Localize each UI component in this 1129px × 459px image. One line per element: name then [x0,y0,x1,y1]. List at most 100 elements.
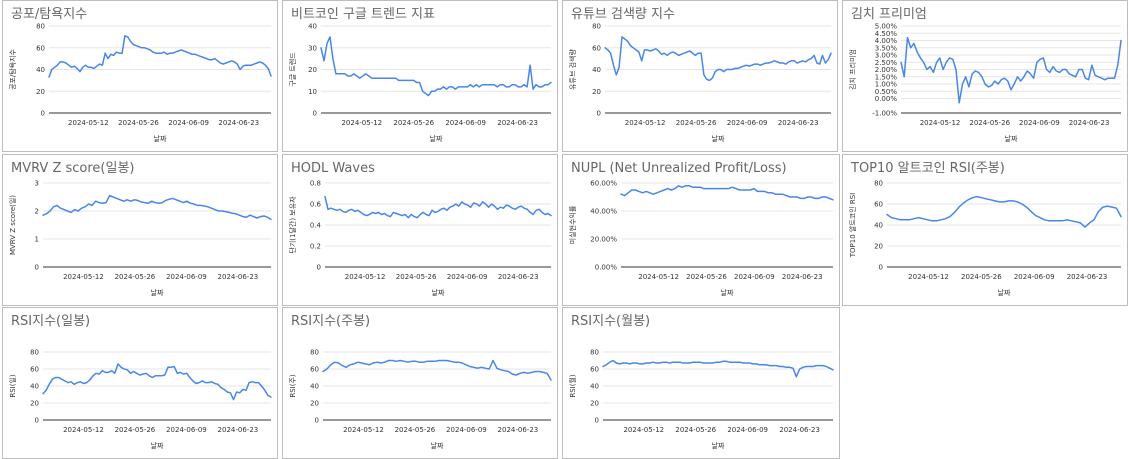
y-axis-label: 구글 트렌드 [288,52,297,87]
y-tick-label: 60 [36,44,45,52]
x-tick-label: 2024-06-23 [498,426,539,434]
x-tick-label: 2024-06-09 [168,119,209,127]
x-axis-label: 날짜 [998,288,1011,297]
chart-panel: MVRV Z score(일봉) 0 1 2 3 2024-05-12 2024-05-26… [2,154,278,306]
chart-panel: 비트코인 구글 트렌드 지표 0 10 20 30 40 2024-05-12 2024-05… [282,0,558,152]
x-tick-label: 2024-06-09 [447,273,488,281]
series-line [604,36,832,82]
chart-title: 공포/탐욕지수 [11,7,87,22]
y-axis-label: 미실현수익률 [568,205,577,244]
x-tick-label: 2024-06-23 [218,273,259,281]
chart-title: RSI지수(주봉) [291,314,370,329]
chart-panel: 공포/탐욕지수 0 20 40 60 80 2024-05-12 2024-05-26 2024… [2,0,278,152]
y-tick-label: 1.00% [875,81,898,89]
y-tick-label: 60 [310,366,319,374]
y-tick-label: 80 [590,349,599,357]
y-axis-label: 유튜브 검색량 [568,49,577,90]
chart-panel: 김치 프리미엄 -1.00% 0.00% 0.50% 1.00% 1.50% 2.00% 2.… [842,0,1128,152]
y-axis-label: RSI(일) [8,374,17,398]
y-tick-label: 60.00% [590,180,617,188]
y-axis-label: 단기(1달간) 보유자 [288,196,297,254]
y-tick-label: 40 [308,23,317,31]
y-tick-label: 30 [308,44,317,52]
y-tick-label: -1.00% [872,110,897,118]
y-tick-label: 20 [310,400,319,408]
x-tick-label: 2024-06-23 [1067,273,1108,281]
y-tick-label: 40 [36,66,45,74]
x-tick-label: 2024-06-23 [218,119,259,127]
line-chart: RSI지수(일봉) 0 20 40 60 80 2024-05-12 2024-05-26 20… [8,314,272,450]
chart-title: MVRV Z score(일봉) [11,161,135,176]
y-tick-label: 0 [313,110,317,118]
y-tick-label: 20 [30,400,39,408]
x-tick-label: 2024-05-12 [341,119,382,127]
y-tick-label: 40 [592,66,601,74]
x-tick-label: 2024-05-26 [675,426,716,434]
x-tick-label: 2024-06-23 [782,273,823,281]
x-tick-label: 2024-06-23 [497,119,538,127]
chart-title: TOP10 알트코인 RSI(주봉) [850,161,1005,176]
y-tick-label: 40 [310,383,319,391]
y-tick-label: 1 [35,236,39,244]
y-tick-label: 0 [597,110,601,118]
series-line [320,36,552,97]
chart-title: NUPL (Net Unrealized Profit/Loss) [571,161,787,176]
chart-title: 유튜브 검색량 지수 [571,7,675,22]
y-tick-label: 0 [595,417,599,425]
x-tick-label: 2024-06-23 [1069,119,1110,127]
line-chart: MVRV Z score(일봉) 0 1 2 3 2024-05-12 2024-05-26… [8,161,272,297]
line-chart: 공포/탐욕지수 0 20 40 60 80 2024-05-12 2024-05-26 2024… [8,7,272,143]
y-tick-label: 0.50% [875,88,898,96]
y-tick-label: 20 [874,243,883,251]
x-tick-label: 2024-05-12 [920,119,961,127]
y-tick-label: 0 [315,417,319,425]
chart-panel: NUPL (Net Unrealized Profit/Loss) 0.00% 20… [562,154,840,306]
y-tick-label: 80 [874,180,883,188]
x-tick-label: 2024-05-26 [118,119,159,127]
y-tick-label: 3.50% [875,44,898,52]
x-axis-label: 날짜 [712,441,725,450]
x-axis-label: 날짜 [431,441,444,450]
x-tick-label: 2024-06-09 [734,273,775,281]
y-tick-label: 0 [317,264,321,272]
line-chart: 비트코인 구글 트렌드 지표 0 10 20 30 40 2024-05-12 2024-05… [288,7,552,143]
y-tick-label: 1.50% [875,73,898,81]
y-tick-label: 0 [35,264,39,272]
y-axis-label: RSI(월) [568,374,577,398]
y-tick-label: 0 [35,417,39,425]
line-chart: NUPL (Net Unrealized Profit/Loss) 0.00% 20… [568,161,834,297]
x-tick-label: 2024-06-23 [498,273,539,281]
line-chart: TOP10 알트코인 RSI(주봉) 0 20 40 60 80 2024-05-12 202… [848,161,1122,297]
x-axis-label: 날짜 [151,441,164,450]
y-tick-label: 0 [41,110,45,118]
y-tick-label: 20 [308,66,317,74]
x-tick-label: 2024-06-09 [727,426,768,434]
line-chart: RSI지수(월봉) 0 20 40 60 80 2024-05-12 2024-05-26 20… [568,314,834,450]
y-tick-label: 0.6 [310,201,322,209]
y-tick-label: 3.00% [875,52,898,60]
x-tick-label: 2024-05-26 [686,273,727,281]
y-axis-label: 공포/탐욕지수 [8,48,17,90]
y-tick-label: 40 [30,383,39,391]
y-tick-label: 40 [874,222,883,230]
y-tick-label: 0 [879,264,883,272]
x-tick-label: 2024-05-26 [969,119,1010,127]
x-tick-label: 2024-06-09 [1014,273,1055,281]
y-tick-label: 20 [592,88,601,96]
y-tick-label: 20 [36,88,45,96]
y-tick-label: 40 [590,383,599,391]
y-tick-label: 40.00% [590,208,617,216]
y-tick-label: 4.00% [875,37,898,45]
series-line [886,195,1122,228]
y-tick-label: 0.4 [310,222,322,230]
y-tick-label: 0.2 [310,243,321,251]
x-axis-label: 날짜 [712,134,725,143]
y-tick-label: 20.00% [590,236,617,244]
y-axis-label: RSI(주) [289,374,297,398]
x-tick-label: 2024-05-26 [115,273,156,281]
series-line [48,35,272,78]
x-tick-label: 2024-05-12 [68,119,109,127]
x-axis-label: 날짜 [1005,134,1018,143]
x-tick-label: 2024-05-12 [623,426,664,434]
